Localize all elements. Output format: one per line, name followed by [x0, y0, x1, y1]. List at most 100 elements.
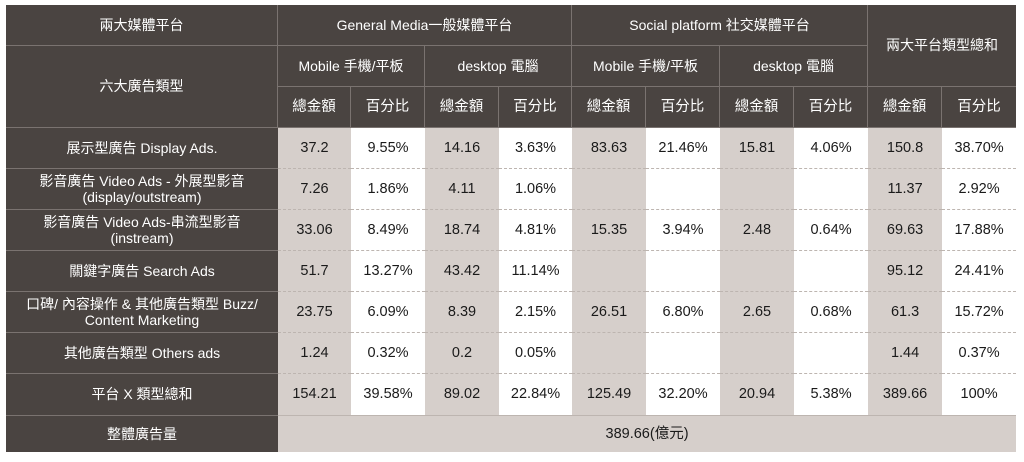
table-cell [720, 169, 795, 210]
table-row-total: 平台 X 類型總和 154.21 39.58% 89.02 22.84% 125… [6, 374, 1017, 415]
table-cell: 389.66 [868, 374, 943, 415]
row-label: 影音廣告 Video Ads-串流型影音 (instream) [6, 210, 278, 251]
row-label-line1: 關鍵字廣告 Search Ads [69, 262, 215, 279]
table-cell: 7.26 [278, 169, 351, 210]
table-cell: 125.49 [572, 374, 647, 415]
col-amount-header: 總金額 [425, 87, 499, 128]
table-cell [572, 169, 647, 210]
table-cell: 0.68% [794, 292, 869, 333]
table-cell: 37.2 [278, 128, 351, 169]
table-cell: 17.88% [942, 210, 1017, 251]
table-cell: 0.37% [942, 333, 1017, 374]
table-cell: 15.81 [720, 128, 795, 169]
table-cell: 4.81% [499, 210, 573, 251]
table-cell [572, 251, 647, 292]
col-amount-header: 總金額 [572, 87, 647, 128]
table-cell: 5.38% [794, 374, 869, 415]
table-cell: 22.84% [499, 374, 573, 415]
table-cell: 11.37 [868, 169, 943, 210]
table-cell: 154.21 [278, 374, 351, 415]
table-cell: 38.70% [942, 128, 1017, 169]
table-cell: 69.63 [868, 210, 943, 251]
row-label-line1: 影音廣告 Video Ads - 外展型影音 [39, 172, 245, 189]
table-cell [572, 333, 647, 374]
table-cell [794, 251, 869, 292]
table-cell: 18.74 [425, 210, 499, 251]
table-cell: 150.8 [868, 128, 943, 169]
table-cell: 21.46% [646, 128, 721, 169]
table-cell: 4.11 [425, 169, 499, 210]
table-cell: 0.05% [499, 333, 573, 374]
table-cell: 2.65 [720, 292, 795, 333]
table-cell: 1.86% [351, 169, 425, 210]
social-platform-header: Social platform 社交媒體平台 [572, 5, 869, 46]
table-cell [794, 333, 869, 374]
table-cell: 13.27% [351, 251, 425, 292]
row-label-line2: (instream) [110, 230, 174, 246]
table-cell: 11.14% [499, 251, 573, 292]
table-cell: 3.63% [499, 128, 573, 169]
header-row-2: 六大廣告類型 Mobile 手機/平板 desktop 電腦 Mobile 手機… [6, 46, 1016, 128]
table-cell: 6.80% [646, 292, 721, 333]
row-label-line2: (display/outstream) [82, 189, 202, 205]
table-cell: 2.15% [499, 292, 573, 333]
row-label: 展示型廣告 Display Ads. [6, 128, 278, 169]
header-row-1: 兩大媒體平台 General Media一般媒體平台 Social platfo… [6, 5, 1017, 87]
row-label: 口碑/ 內容操作 & 其他廣告類型 Buzz/Content Marketing [6, 292, 278, 333]
table-cell: 51.7 [278, 251, 351, 292]
general-mobile-header: Mobile 手機/平板 [278, 46, 425, 87]
table-cell: 15.35 [572, 210, 647, 251]
footer-label: 整體廣告量 [6, 415, 278, 452]
table-cell: 4.06% [794, 128, 869, 169]
table-cell [646, 251, 721, 292]
footer-row: 整體廣告量 389.66(億元) [6, 415, 1017, 452]
table-cell: 32.20% [646, 374, 721, 415]
col-percent-header: 百分比 [646, 87, 721, 128]
table-cell: 0.2 [425, 333, 499, 374]
row-label-line1: 口碑/ 內容操作 & 其他廣告類型 Buzz/ [26, 295, 258, 312]
table-cell: 26.51 [572, 292, 647, 333]
table-cell: 14.16 [425, 128, 499, 169]
table-cell: 100% [942, 374, 1017, 415]
table-cell: 1.24 [278, 333, 351, 374]
row-label-line1: 平台 X 類型總和 [91, 386, 193, 403]
table-cell [720, 251, 795, 292]
table-cell: 23.75 [278, 292, 351, 333]
table-cell: 1.44 [868, 333, 943, 374]
table-cell: 1.06% [499, 169, 573, 210]
table-cell: 3.94% [646, 210, 721, 251]
table-cell [720, 333, 795, 374]
table-cell: 20.94 [720, 374, 795, 415]
footer-total-value: 389.66(億元) [278, 415, 1017, 452]
social-desktop-header: desktop 電腦 [720, 46, 869, 87]
header-row-3: 總金額 百分比 總金額 百分比 總金額 百分比 總金額 百分比 總金額 百分比 [6, 87, 1017, 128]
table-row: 口碑/ 內容操作 & 其他廣告類型 Buzz/Content Marketing… [6, 292, 1017, 333]
row-label-line1: 其他廣告類型 Others ads [63, 344, 221, 361]
table-cell: 9.55% [351, 128, 425, 169]
table-cell: 6.09% [351, 292, 425, 333]
table-row: 影音廣告 Video Ads - 外展型影音 (display/outstream… [6, 169, 1017, 210]
table-cell: 2.92% [942, 169, 1017, 210]
table-cell: 89.02 [425, 374, 499, 415]
social-mobile-header: Mobile 手機/平板 [572, 46, 721, 87]
table-cell [646, 333, 721, 374]
table-cell: 61.3 [868, 292, 943, 333]
col-amount-header: 總金額 [278, 87, 351, 128]
row-label: 影音廣告 Video Ads - 外展型影音 (display/outstream… [6, 169, 278, 210]
table-cell: 43.42 [425, 251, 499, 292]
total-platform-header: 兩大平台類型總和 [868, 5, 1017, 87]
table-row: 關鍵字廣告 Search Ads 51.7 13.27% 43.42 11.14… [6, 251, 1017, 292]
row-label-line1: 展示型廣告 Display Ads. [66, 139, 218, 156]
table-cell: 8.49% [351, 210, 425, 251]
table-cell: 33.06 [278, 210, 351, 251]
corner-bottom-header: 六大廣告類型 [6, 46, 278, 128]
ad-volume-table: 兩大媒體平台 General Media一般媒體平台 Social platfo… [6, 5, 1017, 452]
row-label: 其他廣告類型 Others ads [6, 333, 278, 374]
table-row: 展示型廣告 Display Ads. 37.2 9.55% 14.16 3.63… [6, 128, 1017, 169]
col-percent-header: 百分比 [942, 87, 1017, 128]
general-desktop-header: desktop 電腦 [425, 46, 573, 87]
table-cell: 8.39 [425, 292, 499, 333]
table-cell: 0.64% [794, 210, 869, 251]
col-percent-header: 百分比 [499, 87, 573, 128]
table-cell: 24.41% [942, 251, 1017, 292]
